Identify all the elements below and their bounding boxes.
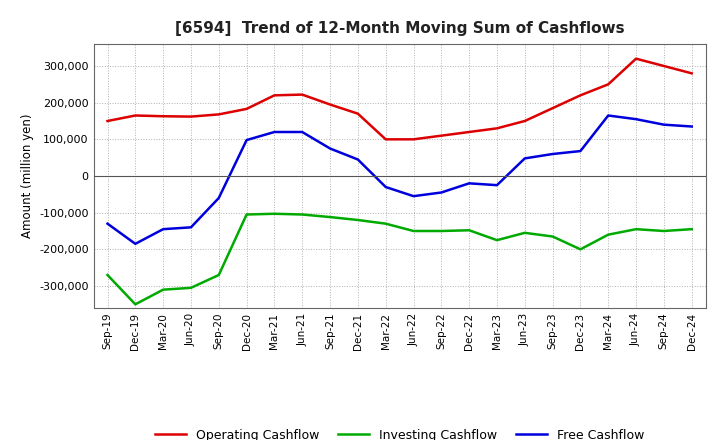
Free Cashflow	[215, 195, 223, 201]
Free Cashflow	[242, 137, 251, 143]
Operating Cashflow	[521, 118, 529, 124]
Free Cashflow	[298, 129, 307, 135]
Investing Cashflow	[465, 227, 474, 233]
Free Cashflow	[521, 156, 529, 161]
Free Cashflow	[604, 113, 613, 118]
Operating Cashflow	[604, 82, 613, 87]
Operating Cashflow	[159, 114, 168, 119]
Free Cashflow	[354, 157, 362, 162]
Investing Cashflow	[660, 228, 668, 234]
Y-axis label: Amount (million yen): Amount (million yen)	[21, 114, 34, 238]
Operating Cashflow	[298, 92, 307, 97]
Free Cashflow	[688, 124, 696, 129]
Investing Cashflow	[549, 234, 557, 239]
Investing Cashflow	[186, 285, 195, 290]
Free Cashflow	[631, 117, 640, 122]
Free Cashflow	[437, 190, 446, 195]
Operating Cashflow	[242, 106, 251, 111]
Investing Cashflow	[298, 212, 307, 217]
Free Cashflow	[409, 194, 418, 199]
Operating Cashflow	[215, 112, 223, 117]
Operating Cashflow	[131, 113, 140, 118]
Free Cashflow	[325, 146, 334, 151]
Investing Cashflow	[103, 272, 112, 278]
Investing Cashflow	[576, 247, 585, 252]
Free Cashflow	[270, 129, 279, 135]
Title: [6594]  Trend of 12-Month Moving Sum of Cashflows: [6594] Trend of 12-Month Moving Sum of C…	[175, 21, 624, 36]
Free Cashflow	[492, 183, 501, 188]
Operating Cashflow	[492, 126, 501, 131]
Free Cashflow	[660, 122, 668, 127]
Investing Cashflow	[604, 232, 613, 237]
Operating Cashflow	[688, 71, 696, 76]
Operating Cashflow	[409, 137, 418, 142]
Operating Cashflow	[576, 93, 585, 98]
Operating Cashflow	[325, 102, 334, 107]
Operating Cashflow	[186, 114, 195, 119]
Line: Operating Cashflow: Operating Cashflow	[107, 59, 692, 139]
Operating Cashflow	[660, 63, 668, 69]
Investing Cashflow	[325, 214, 334, 220]
Line: Free Cashflow: Free Cashflow	[107, 116, 692, 244]
Operating Cashflow	[382, 137, 390, 142]
Operating Cashflow	[354, 111, 362, 116]
Free Cashflow	[549, 151, 557, 157]
Investing Cashflow	[242, 212, 251, 217]
Free Cashflow	[131, 241, 140, 246]
Free Cashflow	[382, 184, 390, 190]
Investing Cashflow	[131, 302, 140, 307]
Investing Cashflow	[409, 228, 418, 234]
Free Cashflow	[103, 221, 112, 226]
Investing Cashflow	[354, 217, 362, 223]
Line: Investing Cashflow: Investing Cashflow	[107, 214, 692, 304]
Operating Cashflow	[103, 118, 112, 124]
Investing Cashflow	[437, 228, 446, 234]
Operating Cashflow	[437, 133, 446, 138]
Operating Cashflow	[270, 93, 279, 98]
Investing Cashflow	[631, 227, 640, 232]
Investing Cashflow	[521, 230, 529, 235]
Investing Cashflow	[215, 272, 223, 278]
Investing Cashflow	[159, 287, 168, 292]
Investing Cashflow	[270, 211, 279, 216]
Free Cashflow	[576, 148, 585, 154]
Operating Cashflow	[549, 106, 557, 111]
Operating Cashflow	[465, 129, 474, 135]
Free Cashflow	[465, 181, 474, 186]
Free Cashflow	[186, 225, 195, 230]
Legend: Operating Cashflow, Investing Cashflow, Free Cashflow: Operating Cashflow, Investing Cashflow, …	[150, 424, 649, 440]
Free Cashflow	[159, 227, 168, 232]
Investing Cashflow	[492, 238, 501, 243]
Investing Cashflow	[382, 221, 390, 226]
Investing Cashflow	[688, 227, 696, 232]
Operating Cashflow	[631, 56, 640, 61]
